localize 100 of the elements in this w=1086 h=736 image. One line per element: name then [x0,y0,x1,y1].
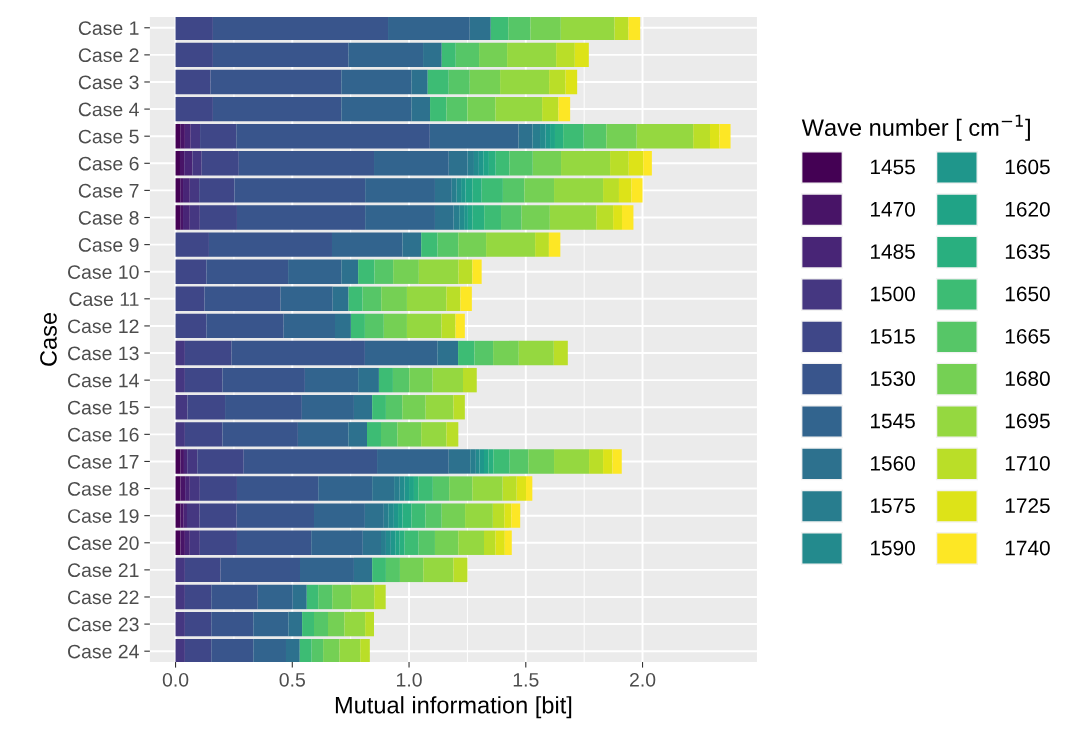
bar [437,232,459,257]
bar [402,503,412,528]
bar [411,69,428,95]
bar [341,69,412,95]
y-tick-label: Case 11 [69,292,139,307]
bar [558,96,571,122]
bar [341,259,359,284]
bar [495,96,543,122]
bar [311,530,363,555]
bar [206,313,284,339]
bar [288,259,342,284]
bar [175,584,185,610]
y-tick-label: Case 3 [78,75,139,90]
bar [175,96,213,122]
bar [175,395,188,420]
bar [175,232,209,257]
bar [504,503,512,528]
bar [236,503,315,528]
bar [472,476,503,501]
bar [429,123,519,149]
bar [306,584,319,610]
bar [710,123,720,149]
bar [406,313,442,339]
bar [184,422,223,447]
bar [589,449,604,474]
bar [318,476,373,501]
bar [199,503,237,528]
bar [374,584,386,610]
bar [362,286,382,312]
bar [490,16,509,40]
bar [180,178,184,203]
bar [554,178,604,203]
bar [603,449,613,474]
bar [175,557,185,583]
bar [344,611,366,637]
bar [509,449,529,474]
bar [484,205,502,230]
bar [583,123,607,149]
bar [554,449,590,474]
bar [556,42,575,68]
x-tick-label: 0.5 [279,672,305,687]
bar [212,42,349,68]
bar [397,422,422,447]
x-tick-label: 0.0 [162,672,189,687]
bar [425,395,454,420]
bar [332,584,352,610]
bar [483,449,489,474]
bar [199,205,237,230]
bar [465,503,493,528]
bar [311,638,324,663]
bar [521,205,550,230]
bar [455,42,480,68]
bar [548,232,561,257]
bar [459,205,465,230]
bar [392,367,410,393]
bar [406,286,447,312]
bar [186,503,200,528]
bar [610,151,629,176]
legend-label: 1680 [1005,371,1050,387]
bar [372,395,386,420]
bar [211,584,258,610]
y-tick-label: Case 23 [68,617,139,632]
bar [446,96,468,122]
legend-label: 1635 [1005,244,1050,259]
bar [365,178,435,203]
x-tick-label: 2.0 [630,672,656,687]
bar [628,151,644,176]
bar [292,584,307,610]
bar [488,449,494,474]
bar [348,42,424,68]
bar [364,340,438,366]
bar [508,16,531,40]
bar [184,340,232,366]
bar [236,205,366,230]
bar [378,367,393,393]
legend-label: 1665 [1005,328,1050,344]
bar [399,476,405,501]
bar [430,96,447,122]
bar [234,178,366,203]
bar [358,259,375,284]
bar [353,557,373,583]
bar [201,151,239,176]
bar [549,205,597,230]
bar [184,584,212,610]
bar [187,395,226,420]
bar [367,422,382,447]
bar [418,530,435,555]
bar [208,232,332,257]
bar [469,69,501,95]
bar [530,16,561,40]
bar [180,476,186,501]
y-tick-label: Case 13 [68,346,139,361]
bar [461,178,466,203]
bar [372,557,386,583]
bar [402,395,426,420]
bar [475,449,480,474]
bar [331,232,403,257]
bar [606,123,637,149]
bar [199,476,237,501]
bar [381,422,398,447]
